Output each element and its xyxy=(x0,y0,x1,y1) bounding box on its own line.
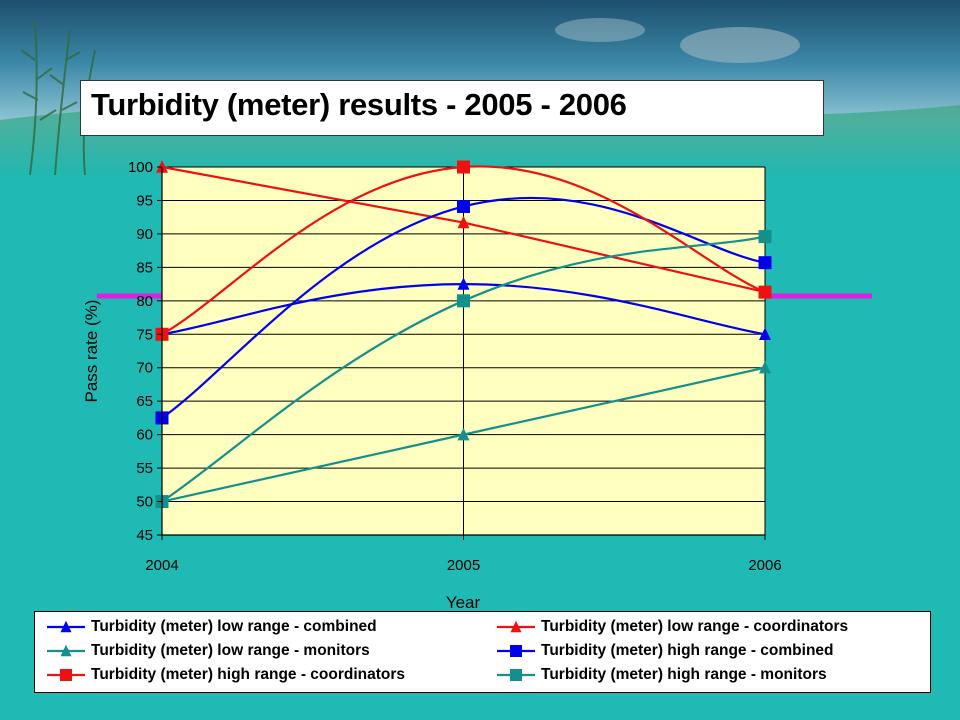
y-tick-label: 80 xyxy=(136,293,153,310)
x-axis-title: Year xyxy=(446,593,481,612)
y-tick-label: 60 xyxy=(136,427,153,444)
slide-title: Turbidity (meter) results - 2005 - 2006 xyxy=(91,87,627,122)
legend-label: Turbidity (meter) low range - monitors xyxy=(91,642,370,659)
y-tick-label: 85 xyxy=(136,259,153,276)
data-point-square xyxy=(60,669,72,681)
data-point-triangle xyxy=(60,644,72,657)
legend-label: Turbidity (meter) low range - combined xyxy=(91,618,377,635)
legend-swatch xyxy=(497,620,535,633)
y-tick-label: 55 xyxy=(136,460,153,477)
data-point-triangle xyxy=(457,427,470,441)
legend-swatch xyxy=(497,645,535,657)
data-point-square xyxy=(758,230,772,244)
data-point-triangle xyxy=(457,277,470,290)
legend-label: Turbidity (meter) high range - coordinat… xyxy=(91,666,406,683)
x-tick-label: 2005 xyxy=(447,557,480,574)
legend-item: Turbidity (meter) low range - coordinato… xyxy=(495,616,848,638)
legend-swatch xyxy=(47,669,85,681)
data-point-square xyxy=(510,645,522,657)
y-tick-label: 75 xyxy=(136,326,153,343)
data-point-square xyxy=(457,160,470,174)
axes: 45 50 55 60 65 70 75 80 85 90 95 100 2004 2005 2006 xyxy=(128,159,782,574)
data-point-square xyxy=(510,669,522,681)
y-tick-label: 70 xyxy=(136,360,153,377)
legend-item: Turbidity (meter) low range - combined xyxy=(45,616,377,638)
legend-swatch xyxy=(497,669,535,681)
y-tick-label: 65 xyxy=(136,393,153,410)
data-point-triangle xyxy=(759,327,771,340)
y-tick-label: 50 xyxy=(136,494,153,511)
y-axis-title: Pass rate (%) xyxy=(82,300,101,403)
x-tick-label: 2006 xyxy=(748,557,781,574)
data-point-square xyxy=(758,256,772,270)
x-tick-label: 2004 xyxy=(145,557,178,574)
data-point-square xyxy=(457,294,470,308)
data-point-triangle xyxy=(60,620,72,633)
data-point-triangle xyxy=(457,215,470,229)
title-box: Turbidity (meter) results - 2005 - 2006 xyxy=(80,80,824,136)
legend-label: Turbidity (meter) high range - monitors xyxy=(541,666,827,683)
legend-item: Turbidity (meter) low range - monitors xyxy=(45,640,370,662)
legend-swatch xyxy=(47,620,85,633)
legend-item: Turbidity (meter) high range - monitors xyxy=(495,664,827,686)
data-point-square xyxy=(758,285,772,299)
y-tick-label: 100 xyxy=(128,159,153,176)
legend-label: Turbidity (meter) high range - combined xyxy=(541,642,834,659)
chart-legend: Turbidity (meter) low range - combined Tu… xyxy=(34,611,931,693)
y-tick-label: 90 xyxy=(136,226,153,243)
legend-item: Turbidity (meter) high range - combined xyxy=(495,640,834,662)
y-tick-label: 95 xyxy=(136,192,153,209)
legend-item: Turbidity (meter) high range - coordinat… xyxy=(45,664,405,686)
legend-label: Turbidity (meter) low range - coordinato… xyxy=(541,618,849,635)
data-point-triangle xyxy=(759,361,771,374)
y-tick-label: 45 xyxy=(136,527,153,544)
legend-swatch xyxy=(47,644,85,657)
data-point-triangle xyxy=(510,620,522,633)
data-point-square xyxy=(457,199,470,213)
